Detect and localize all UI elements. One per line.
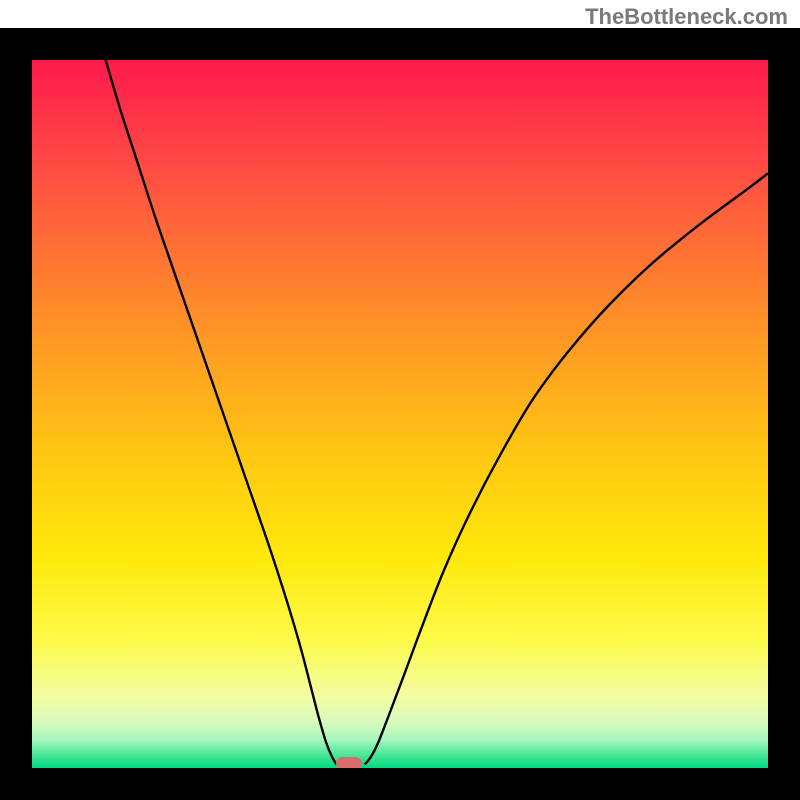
plot-area	[32, 60, 768, 768]
watermark-text: TheBottleneck.com	[585, 4, 788, 30]
curve-right	[365, 173, 768, 764]
optimal-point-marker	[336, 757, 362, 768]
bottleneck-curve	[32, 60, 768, 768]
chart-container: TheBottleneck.com	[0, 0, 800, 800]
curve-left	[106, 60, 337, 764]
